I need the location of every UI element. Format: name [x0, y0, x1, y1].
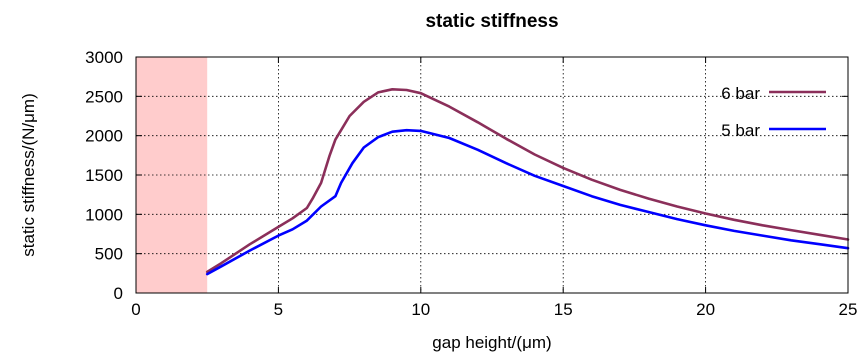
- series-layer: [205, 88, 850, 276]
- y-axis-label: static stiffness/(N/μm): [19, 93, 38, 256]
- series-line-6-bar: [205, 88, 850, 274]
- x-tick-label: 5: [274, 300, 283, 319]
- y-tick-label: 0: [114, 284, 123, 303]
- chart-title: static stiffness: [425, 11, 558, 32]
- y-tick-label: 1000: [85, 205, 123, 224]
- x-axis-label: gap height/(μm): [432, 333, 551, 352]
- legend-label: 5 bar: [721, 121, 760, 140]
- y-axis-ticks: 0 500 1000 1500 2000 2500 3000: [85, 48, 848, 303]
- legend: 6 bar 5 bar: [721, 84, 826, 140]
- x-tick-label: 0: [131, 300, 140, 319]
- y-tick-label: 1500: [85, 166, 123, 185]
- legend-label: 6 bar: [721, 84, 760, 103]
- y-tick-label: 2000: [85, 127, 123, 146]
- y-tick-label: 2500: [85, 87, 123, 106]
- x-axis-ticks: 0 5 10 15 20 25: [131, 57, 857, 319]
- y-tick-label: 500: [95, 245, 123, 264]
- x-tick-label: 10: [411, 300, 430, 319]
- y-tick-label: 3000: [85, 48, 123, 67]
- x-tick-label: 20: [696, 300, 715, 319]
- shaded-region: [136, 57, 208, 293]
- x-tick-label: 25: [839, 300, 858, 319]
- grid-lines: [136, 57, 848, 293]
- series-line-5-bar: [205, 128, 850, 276]
- x-tick-label: 15: [554, 300, 573, 319]
